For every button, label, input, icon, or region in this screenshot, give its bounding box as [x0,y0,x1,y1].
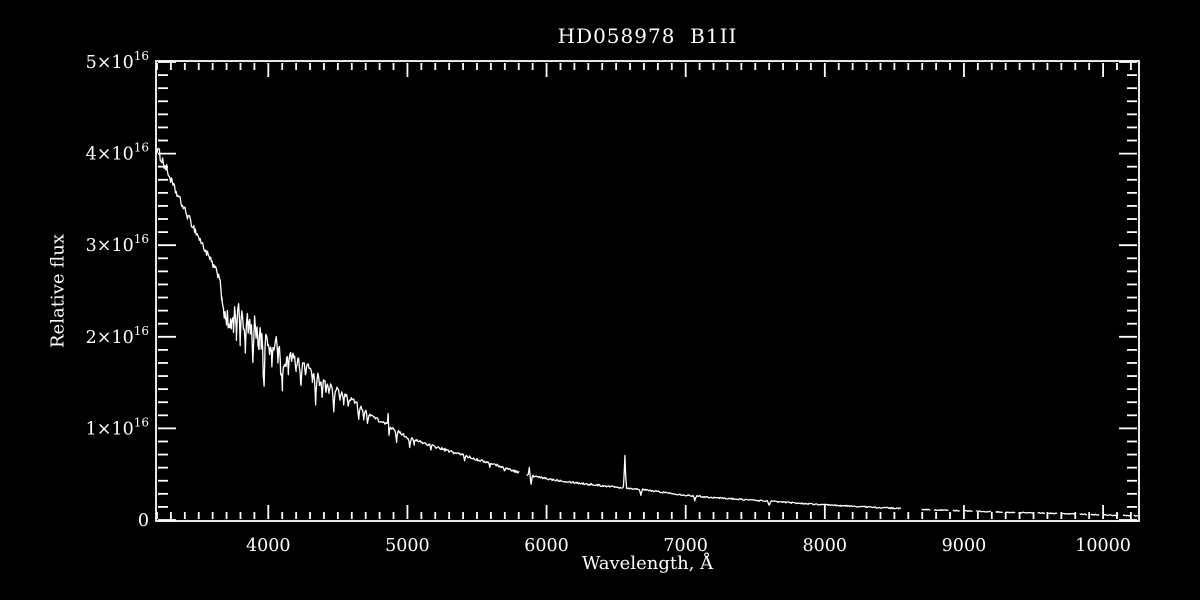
x-tick-label: 6000 [524,536,569,556]
y-tick-label: 2×1016 [86,324,149,348]
y-axis-label: Relative flux [47,234,69,348]
y-tick-label: 3×1016 [86,232,149,256]
chart-title: HD058978 B1II [557,24,738,48]
x-tick-label: 7000 [663,536,708,556]
x-tick-label: 5000 [385,536,430,556]
plot-frame [155,60,1140,522]
x-tick-label: 10000 [1075,536,1131,556]
y-tick-label: 1×1016 [86,415,149,439]
x-axis-label: Wavelength, Å [581,553,714,574]
x-tick-label: 9000 [942,536,987,556]
x-tick-label: 4000 [246,536,291,556]
spectrum-segment [156,147,520,474]
spectrum-line [156,147,1138,517]
tick-labels: 4000 5000 6000 7000 8000 9000 10000 0 1×1016 2×10… [86,49,1131,556]
y-tick-label: 0 [138,511,149,531]
y-tick-label: 5×1016 [86,49,149,73]
x-tick-label: 8000 [803,536,848,556]
spectrum-segment-sparse [921,508,1138,517]
spectrum-segment [526,454,902,510]
axes [155,60,1140,522]
y-tick-label: 4×1016 [86,141,149,165]
